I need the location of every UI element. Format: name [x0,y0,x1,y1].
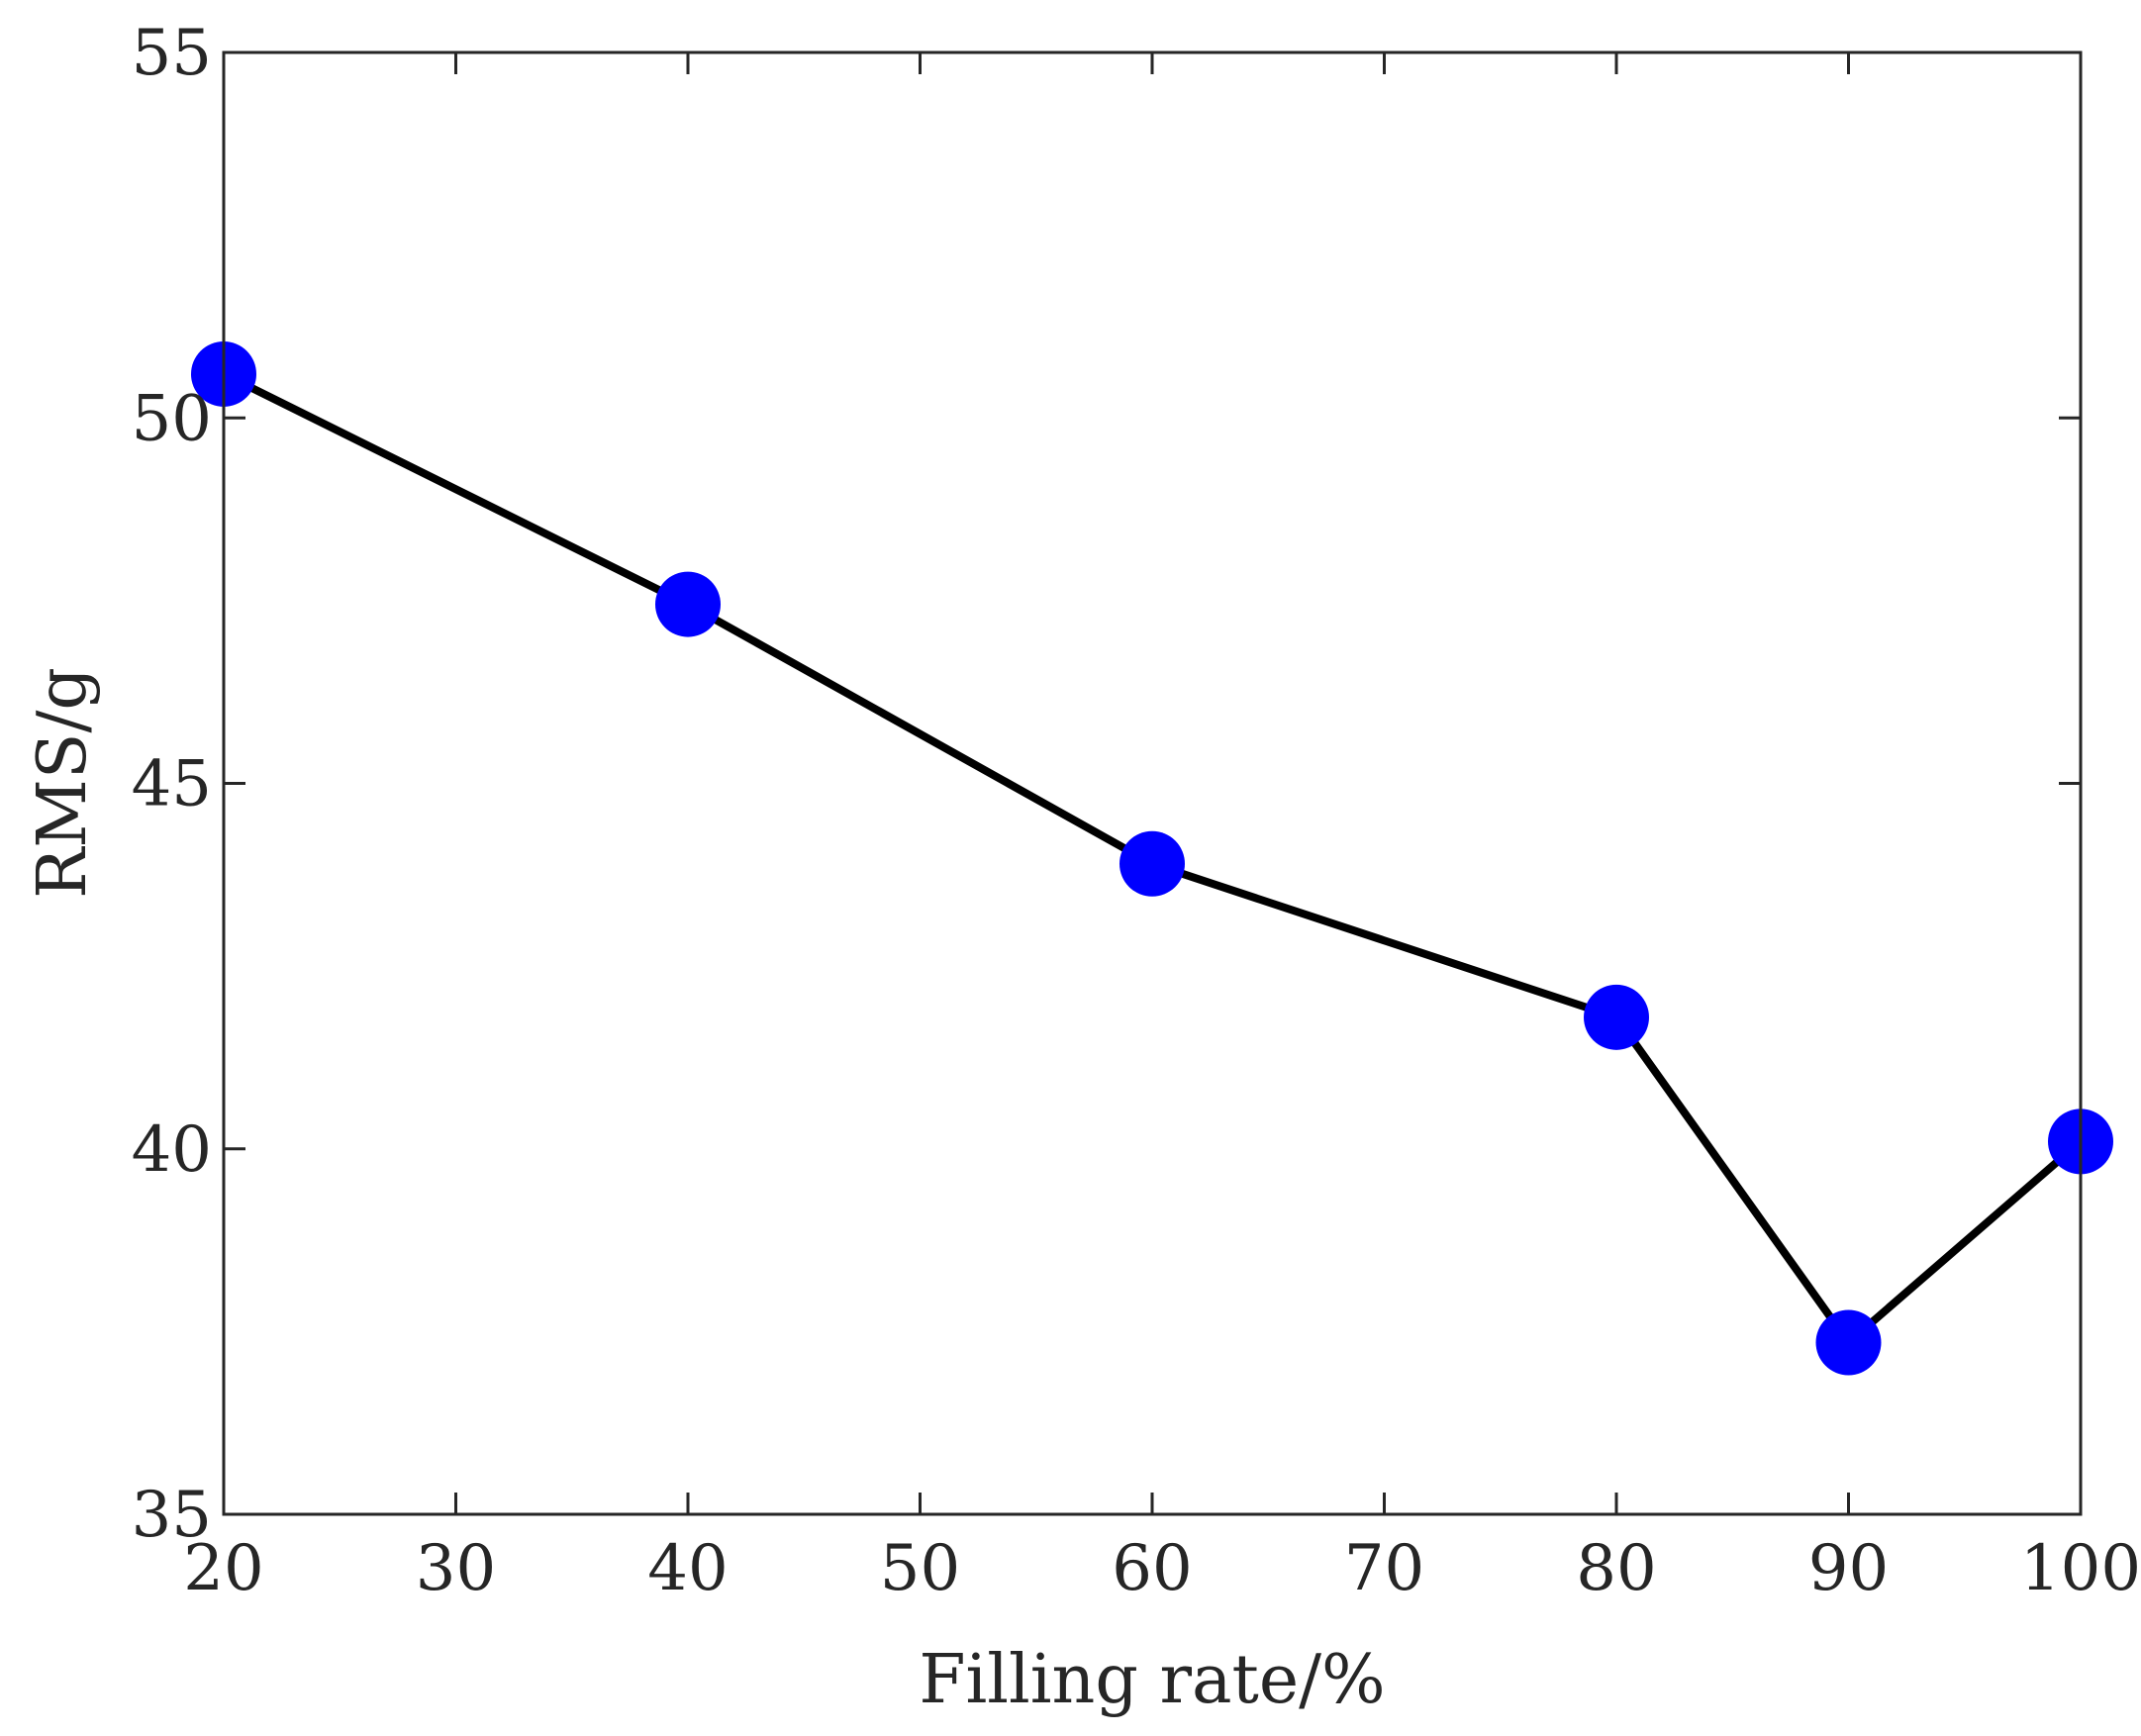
y-axis-title: RMS/g [24,667,102,899]
x-tick-label: 40 [647,1532,728,1605]
x-tick-label: 30 [416,1532,496,1605]
data-point [1119,830,1185,897]
y-tick-label: 40 [132,1113,212,1187]
x-tick-label: 100 [2020,1532,2141,1605]
x-tick-label: 80 [1576,1532,1656,1605]
data-point [1584,984,1649,1050]
y-tick-label: 35 [132,1479,212,1552]
data-point [1815,1309,1882,1376]
labels-layer: 20 30 40 50 60 70 80 90 100 35 40 45 50 55 [132,17,2141,1605]
series-line [220,369,2085,1347]
data-point [655,571,721,637]
x-tick-label: 50 [880,1532,960,1605]
series-layer [191,340,2113,1376]
y-tick-label: 55 [132,17,212,90]
y-tick-label: 45 [132,748,212,821]
x-tick-label: 20 [183,1532,263,1605]
x-tick-label: 60 [1112,1532,1192,1605]
x-axis-title: Filling rate/% [919,1641,1385,1719]
x-tick-label: 70 [1344,1532,1424,1605]
y-tick-label: 50 [132,382,212,455]
x-tick-label: 90 [1808,1532,1889,1605]
plot-frame [222,50,2083,1516]
ticks-layer [222,50,2083,1516]
